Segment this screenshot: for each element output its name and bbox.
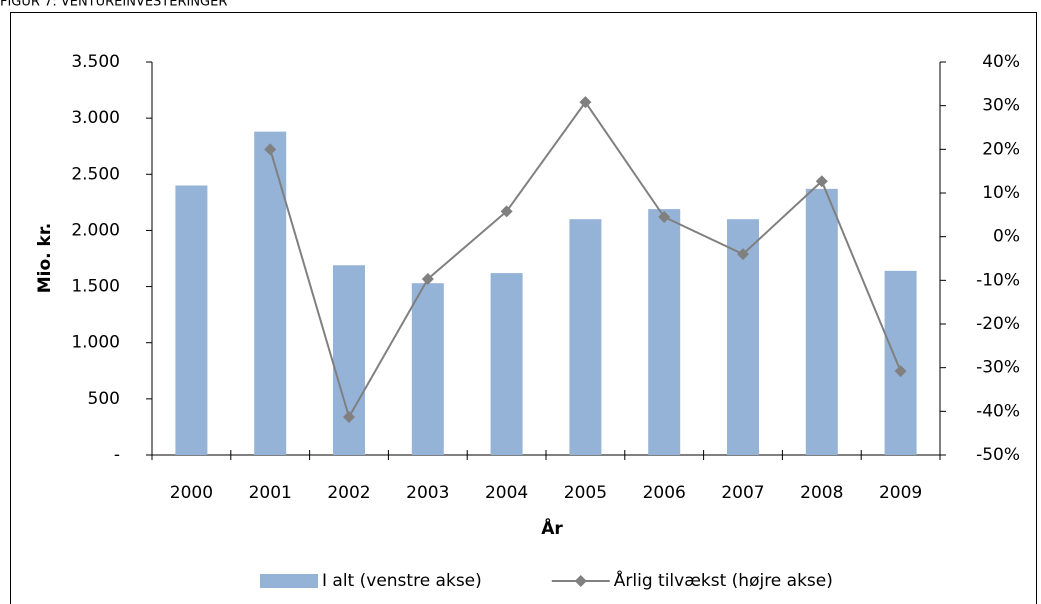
legend-label: Årlig tilvækst (højre akse) [614,569,833,591]
y2-tick-label: 20% [982,139,1020,159]
x-axis-label: År [541,516,563,539]
legend-swatch [260,574,318,588]
point [894,365,907,378]
x-tick-label: 2005 [564,483,607,503]
point [343,411,355,424]
x-tick-label: 2009 [879,483,922,503]
x-tick-label: 2001 [249,483,292,503]
y-tick-label: 2.000 [71,220,120,240]
bar [175,185,208,455]
y2-tick-label: -10% [976,270,1020,290]
y2-tick-label: 0% [993,227,1020,247]
y-tick-label: 3.000 [71,108,120,128]
x-tick-label: 2000 [170,483,213,503]
y-tick-label: 3.500 [71,52,120,72]
y-tick-label: 500 [88,389,120,409]
point [500,205,513,218]
point [658,211,671,224]
y2-tick-label: 40% [982,52,1020,72]
bar [805,188,838,455]
point [579,96,592,109]
legend-label: I alt (venstre akse) [322,571,482,591]
chart-frame [10,12,1037,604]
bar [490,273,523,455]
bar [254,131,287,456]
legend-swatch [574,575,587,587]
y2-tick-label: -40% [976,401,1020,421]
x-tick-label: 2002 [327,483,370,503]
point [815,175,828,188]
bar [333,265,365,455]
bar [411,283,444,455]
y-tick-label: 2.500 [71,164,120,184]
y-tick-label: 1.000 [71,333,120,353]
x-tick-label: 2004 [485,483,528,503]
y2-tick-label: 10% [982,183,1020,203]
y-tick-label: 1.500 [71,277,120,297]
x-tick-label: 2007 [721,483,764,503]
y-tick-label: - [114,445,120,465]
chart-title: FIGUR 7: VENTUREINVESTERINGER [0,0,227,10]
point [737,248,749,261]
x-tick-label: 2003 [406,483,449,503]
bar [648,209,681,455]
bar [884,270,917,455]
y-axis-label: Mio. kr. [35,223,55,294]
y2-tick-label: -50% [976,445,1020,465]
y2-tick-label: -30% [976,358,1020,378]
y2-tick-label: 30% [982,96,1020,116]
x-tick-label: 2008 [800,483,843,503]
bar [569,219,602,455]
point [264,143,277,156]
y2-tick-label: -20% [976,314,1020,334]
x-tick-label: 2006 [643,483,686,503]
point [421,273,434,286]
